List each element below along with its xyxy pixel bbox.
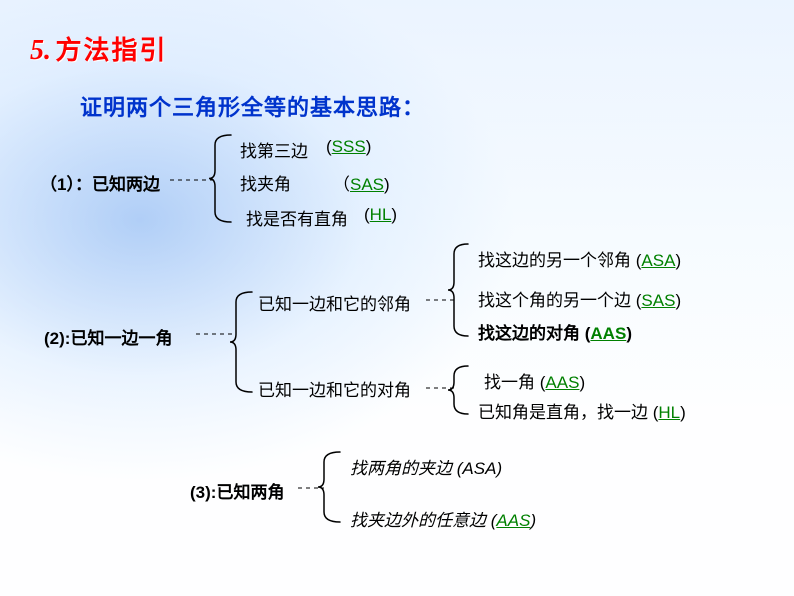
case-1-row-text-1: 找夹角 [240, 170, 291, 195]
case-1-row-code-2: (HL) [364, 205, 397, 225]
case-3-row-1: 找夹边外的任意边 (AAS) [350, 506, 536, 531]
case-1-row-text-0: 找第三边 [240, 137, 308, 162]
case-1-lead: （1）：已知两边 [40, 170, 160, 195]
case-2a-row-1: 找这个角的另一个边 (SAS) [478, 286, 681, 311]
case-2b-row-1: 已知角是直角，找一边 (HL) [478, 398, 686, 423]
case-1-row-text-2: 找是否有直角 [246, 205, 348, 230]
case-2a-row-0: 找这边的另一个邻角 (ASA) [478, 246, 681, 271]
case-1-row-code-1: （SAS) [333, 170, 390, 195]
case-2a-row-2: 找这边的对角 (AAS) [478, 319, 632, 344]
case-2-lead: (2):已知一边一角 [44, 324, 172, 349]
case-2b-row-0: 找一角 (AAS) [484, 368, 585, 393]
case-3-lead: (3):已知两角 [190, 478, 284, 503]
case-1-row-code-0: (SSS) [326, 137, 371, 157]
case-2-sub-1: 已知一边和它的邻角 [258, 290, 411, 315]
case-3-row-0: 找两角的夹边 (ASA) [350, 454, 502, 479]
case-2-sub-2: 已知一边和它的对角 [258, 376, 411, 401]
